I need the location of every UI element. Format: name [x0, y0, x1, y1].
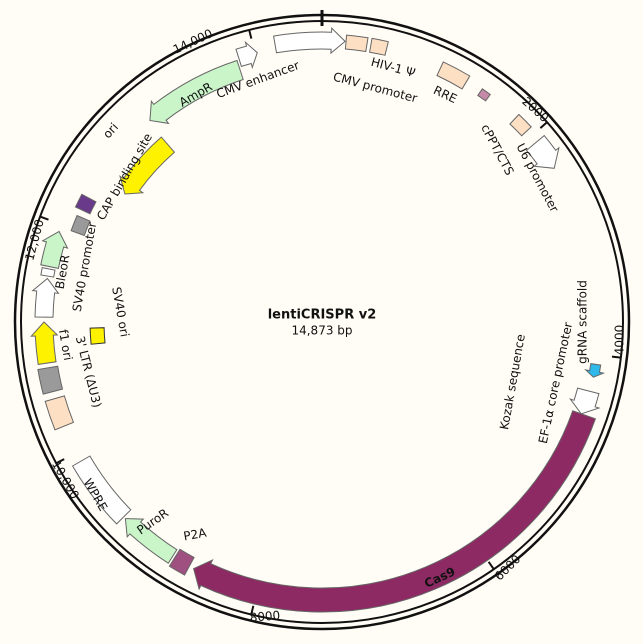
feature: [509, 113, 532, 137]
plasmid-size: 14,873 bp: [291, 324, 352, 338]
feature: [168, 548, 195, 576]
feature: [124, 518, 178, 564]
scale-label: 8000: [249, 608, 281, 625]
feature: [40, 267, 56, 278]
scale-tick: [250, 605, 255, 615]
feature-label: BleoR: [53, 254, 73, 291]
scale-tick: [39, 215, 49, 221]
feature-label: P2A: [182, 525, 208, 543]
feature: [40, 230, 69, 269]
feature: [369, 37, 389, 56]
feature: [149, 59, 244, 125]
scale-tick: [611, 355, 622, 359]
feature: [436, 61, 471, 90]
feature: [71, 455, 132, 525]
plasmid-name: lentiCRISPR v2: [268, 308, 377, 323]
scale-label: 4000: [613, 325, 627, 356]
feature: [70, 214, 91, 237]
feature: [74, 193, 97, 215]
feature: [477, 88, 491, 102]
feature: [119, 136, 176, 195]
scale-tick: [539, 121, 548, 129]
scale-tick: [248, 29, 253, 39]
feature-label: f1 ori: [56, 328, 75, 361]
feature: [525, 134, 560, 169]
scale-tick: [487, 561, 495, 570]
feature: [584, 363, 606, 378]
feature: [44, 395, 75, 431]
feature: [30, 321, 59, 365]
feature-label: gRNA scaffold: [576, 280, 590, 364]
feature: [235, 40, 258, 70]
feature: [344, 34, 369, 53]
feature: [31, 277, 60, 318]
feature: [37, 365, 64, 395]
feature: [568, 387, 601, 415]
feature: [89, 327, 106, 345]
scale-tick: [55, 458, 65, 465]
feature: [193, 410, 597, 613]
feature: [273, 27, 346, 55]
